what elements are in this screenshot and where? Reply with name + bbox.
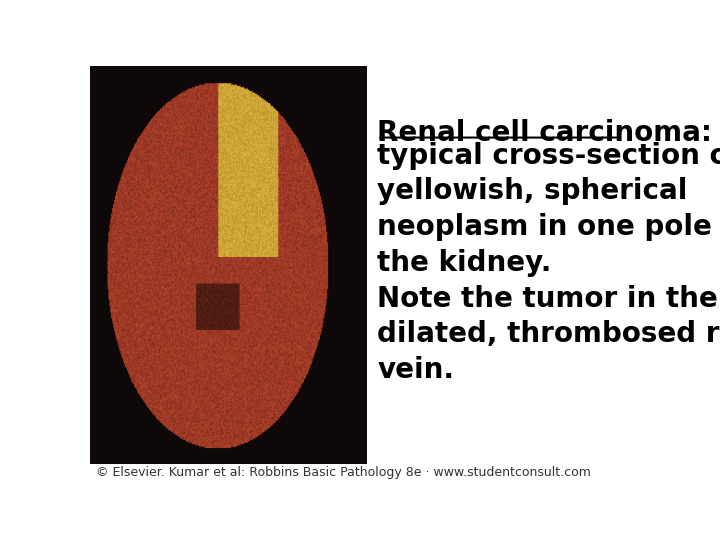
Text: Renal cell carcinoma:: Renal cell carcinoma: xyxy=(377,119,712,147)
Bar xyxy=(90,67,366,464)
Text: © Elsevier. Kumar et al: Robbins Basic Pathology 8e · www.studentconsult.com: © Elsevier. Kumar et al: Robbins Basic P… xyxy=(96,465,590,478)
Text: typical cross-section of
yellowish, spherical
neoplasm in one pole of
the kidney: typical cross-section of yellowish, sphe… xyxy=(377,141,720,384)
